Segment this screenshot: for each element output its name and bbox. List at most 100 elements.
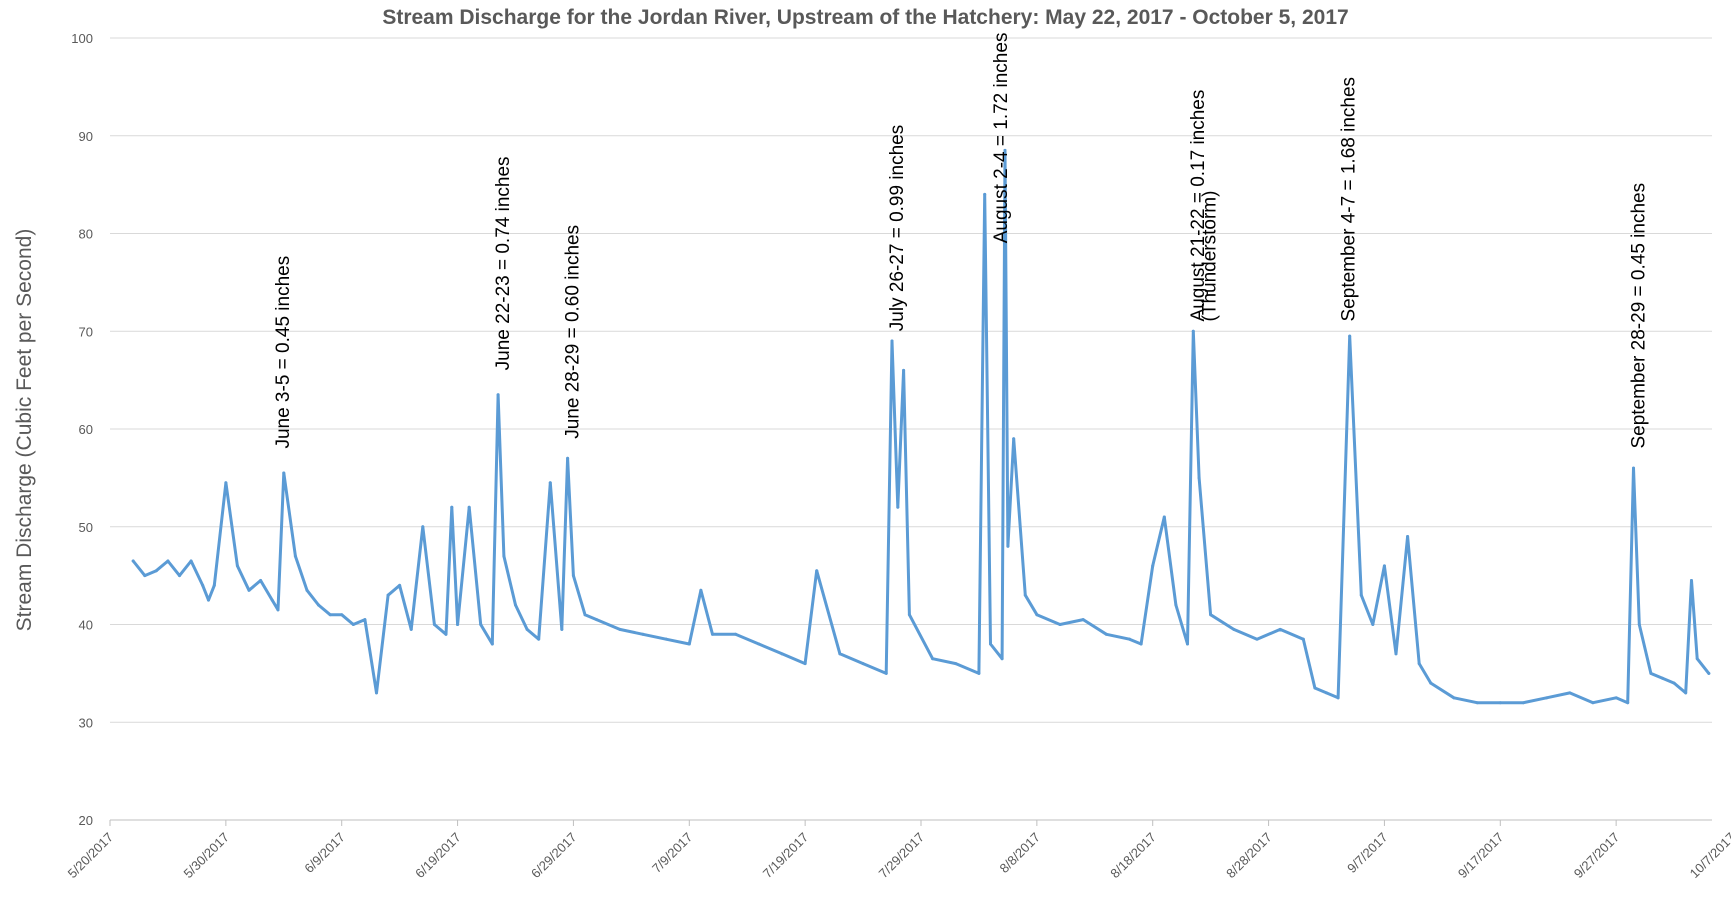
- data-point: [1475, 701, 1479, 705]
- data-point: [1672, 681, 1676, 685]
- data-point: [890, 339, 894, 343]
- x-tick-label: 7/29/2017: [876, 830, 928, 882]
- y-tick-label: 40: [79, 618, 93, 633]
- data-point: [398, 583, 402, 587]
- x-tick-label: 9/27/2017: [1571, 830, 1623, 882]
- data-point: [1452, 696, 1456, 700]
- data-point: [1632, 466, 1636, 470]
- data-point: [907, 613, 911, 617]
- y-tick-label: 20: [79, 813, 93, 828]
- data-point: [595, 618, 599, 622]
- data-point: [1684, 691, 1688, 695]
- data-point: [328, 613, 332, 617]
- data-point: [340, 613, 344, 617]
- rainfall-annotation: June 3-5 = 0.45 inches: [273, 256, 294, 449]
- data-point: [1614, 696, 1618, 700]
- data-point: [931, 657, 935, 661]
- x-tick-label: 7/9/2017: [649, 830, 695, 876]
- data-point: [1104, 632, 1108, 636]
- data-point: [1394, 652, 1398, 656]
- x-tick-label: 8/18/2017: [1107, 830, 1159, 882]
- data-point: [189, 559, 193, 563]
- data-point: [178, 574, 182, 578]
- data-point: [861, 662, 865, 666]
- data-point: [212, 583, 216, 587]
- data-point: [687, 642, 691, 646]
- data-point: [1232, 627, 1236, 631]
- data-point: [259, 579, 263, 583]
- data-point: [143, 574, 147, 578]
- y-tick-label: 30: [79, 715, 93, 730]
- data-point: [548, 481, 552, 485]
- data-point: [1707, 671, 1711, 675]
- data-point: [757, 642, 761, 646]
- x-tick-label: 6/29/2017: [528, 830, 580, 882]
- data-point: [421, 525, 425, 529]
- data-point: [803, 662, 807, 666]
- data-point: [386, 593, 390, 597]
- y-tick-label: 90: [79, 129, 93, 144]
- y-tick-label: 60: [79, 422, 93, 437]
- x-tick-label: 5/30/2017: [180, 830, 232, 882]
- x-tick-label: 7/19/2017: [760, 830, 812, 882]
- data-point: [1406, 535, 1410, 539]
- data-point: [896, 505, 900, 509]
- rainfall-annotation: July 26-27 = 0.99 inches: [887, 125, 908, 332]
- data-point: [1382, 564, 1386, 568]
- data-point: [1371, 623, 1375, 626]
- data-point: [1637, 623, 1641, 626]
- data-point: [1006, 544, 1010, 548]
- data-point: [1348, 334, 1352, 338]
- data-point: [363, 618, 367, 622]
- x-tick-label: 8/28/2017: [1223, 830, 1275, 882]
- data-point: [954, 662, 958, 666]
- data-point: [699, 588, 703, 592]
- data-point: [1139, 642, 1143, 646]
- data-point: [566, 456, 570, 460]
- data-point: [305, 588, 309, 592]
- rainfall-annotation: September 4-7 = 1.68 inches: [1339, 77, 1360, 322]
- data-point: [583, 613, 587, 617]
- data-point: [571, 574, 575, 578]
- data-point: [838, 652, 842, 656]
- data-point: [1313, 686, 1317, 690]
- data-point: [1174, 603, 1178, 607]
- data-point: [537, 637, 541, 641]
- x-tick-label: 9/7/2017: [1344, 830, 1390, 876]
- data-point: [467, 505, 471, 509]
- data-point: [456, 623, 460, 626]
- data-point: [989, 642, 993, 646]
- x-tick-label: 9/17/2017: [1455, 830, 1507, 882]
- data-point: [1255, 637, 1259, 641]
- data-point: [351, 623, 355, 626]
- data-point: [1209, 613, 1213, 617]
- data-point: [201, 583, 205, 587]
- data-point: [1591, 701, 1595, 705]
- data-point: [1359, 593, 1363, 597]
- data-point: [1336, 696, 1340, 700]
- x-tick-label: 10/7/2017: [1687, 830, 1731, 882]
- data-point: [1521, 701, 1525, 705]
- data-point: [235, 564, 239, 568]
- data-point: [166, 559, 170, 563]
- x-axis-ticks: 5/20/2017 5/30/2017 6/9/2017 6/19/2017 6/29/…: [65, 820, 1731, 881]
- chart-title: Stream Discharge for the Jordan River, U…: [382, 6, 1349, 29]
- y-tick-label: 80: [79, 227, 93, 242]
- data-point: [1417, 662, 1421, 666]
- data-point: [479, 623, 483, 626]
- x-tick-label: 5/20/2017: [65, 830, 117, 882]
- data-point: [276, 608, 280, 612]
- data-point: [490, 642, 494, 646]
- data-point: [641, 632, 645, 636]
- data-point: [444, 632, 448, 636]
- x-tick-label: 8/8/2017: [997, 830, 1043, 876]
- data-point: [1498, 701, 1502, 705]
- data-point: [1035, 613, 1039, 617]
- rainfall-annotation: June 28-29 = 0.60 inches: [562, 225, 583, 439]
- data-point: [224, 481, 228, 485]
- data-point: [1081, 618, 1085, 622]
- data-point: [1429, 681, 1433, 685]
- data-point: [1325, 691, 1328, 695]
- y-tick-label: 50: [79, 520, 93, 535]
